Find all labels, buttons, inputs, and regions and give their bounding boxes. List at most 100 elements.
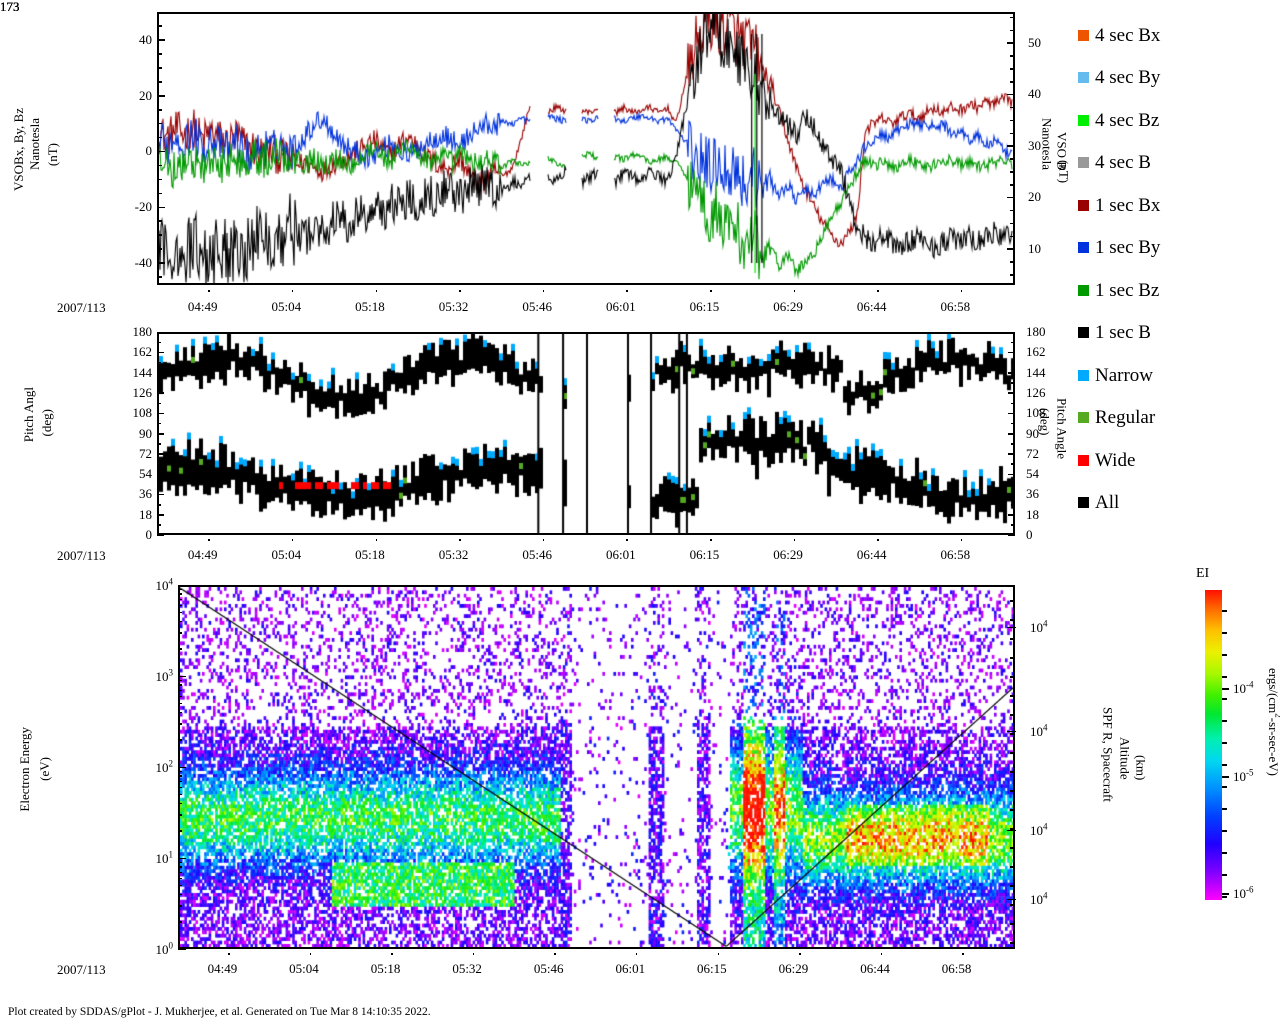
panel2-left-tick-label: 90 [139, 425, 152, 441]
panel3-right-axis-label-line2: Altitude [1117, 737, 1133, 780]
panel1-right-minor-tick [1010, 145, 1015, 147]
panel2-left-axis-units-text: (deg) [39, 409, 54, 437]
panel2-right-tick-mark [1008, 433, 1015, 435]
panel-magnetic-field [157, 12, 1015, 285]
panel3-right-axis-units-text: (km) [1133, 755, 1149, 781]
panel1-xtick-label: 06:29 [773, 299, 803, 314]
panel3-xtick-mark [880, 953, 883, 955]
legend-item-4-sec-b[interactable]: 4 sec B [1078, 142, 1268, 185]
legend-item-label: 1 sec B [1095, 322, 1151, 344]
panel1-left-tick-label: -40 [134, 254, 152, 270]
colorbar-tick-label: 10-6 [1233, 885, 1254, 902]
colorbar-minor-tick [1222, 896, 1227, 898]
panel3-right-minor-tick [1010, 771, 1015, 773]
panel1-left-minor-tick [157, 136, 162, 139]
panel1-left-axis-units: (nT) [45, 143, 60, 167]
panel2-xtick-label: 06:44 [856, 547, 887, 562]
panel3-left-minor-tick [178, 702, 182, 705]
panel3-left-minor-tick [178, 593, 182, 595]
legend-item-1-sec-bz[interactable]: 1 sec Bz [1078, 269, 1268, 312]
panel3-right-minor-tick [1010, 866, 1015, 868]
panel2-right-tick-label: 0 [1026, 527, 1033, 542]
panel1-left-tick-label: -20 [134, 199, 152, 214]
panel2-left-tick-label: 54 [139, 466, 152, 482]
legend-item-1-sec-by[interactable]: 1 sec By [1078, 227, 1268, 270]
panel2-left-tick-mark [157, 351, 164, 354]
panel-electron-spectrogram [178, 585, 1015, 949]
panel1-left-minor-tick [157, 81, 162, 83]
panel3-right-minor-tick [1010, 752, 1015, 754]
panel3-left-minor-tick [178, 921, 182, 923]
panel2-right-tick-label: 180 [1026, 324, 1046, 339]
panel3-xtick-mark [554, 953, 556, 955]
panel2-right-minor-tick [1011, 463, 1015, 465]
colorbar-minor-tick [1222, 852, 1227, 854]
panel2-xtick-label: 06:15 [689, 547, 720, 562]
panel1-left-minor-tick [157, 95, 162, 97]
panel2-right-minor-tick [1011, 483, 1015, 486]
legend-swatch-icon [1078, 114, 1089, 126]
panel2-right-tick-label: 162 [1026, 344, 1046, 360]
colorbar-minor-tick [1222, 764, 1227, 766]
panel1-right-minor-tick [1010, 42, 1015, 44]
panel1-xtick-label: 05:18 [355, 299, 385, 314]
legend-item-label: All [1095, 492, 1120, 514]
panel3-left-minor-tick [178, 604, 182, 607]
panel1-left-tick-label: 40 [139, 31, 152, 47]
panel3-left-minor-tick [178, 830, 182, 832]
legend-item-wide[interactable]: Wide [1078, 439, 1268, 482]
panel1-xtick-label: 05:46 [522, 299, 552, 314]
panel3-xtick-mark [962, 953, 964, 955]
panel1-right-axis-label-line2: Nanotesla [1039, 118, 1055, 170]
panel2-left-minor-tick [157, 402, 161, 405]
legend-item-4-sec-bx[interactable]: 4 sec Bx [1078, 14, 1268, 57]
panel2-right-axis-units-text: (deg) [1037, 408, 1053, 436]
panel1-right-minor-tick [1010, 55, 1015, 57]
panel3-left-minor-tick [178, 802, 182, 805]
legend-item-all[interactable]: All [1078, 482, 1268, 525]
legend-item-narrow[interactable]: Narrow [1078, 354, 1268, 397]
panel1-left-axis-units-text: (nT) [45, 143, 60, 167]
panel2-left-minor-tick [157, 382, 161, 384]
colorbar-title: EI [1196, 566, 1210, 581]
panel1-xtick-mark [459, 290, 461, 292]
legend-swatch-icon [1078, 454, 1089, 466]
colorbar-minor-tick [1222, 676, 1227, 678]
legend-item-1-sec-bx[interactable]: 1 sec Bx [1078, 184, 1268, 227]
panel2-xtick-mark [710, 539, 712, 541]
panel1-left-minor-tick [157, 262, 162, 264]
legend-item-1-sec-b[interactable]: 1 sec B [1078, 312, 1268, 355]
panel2-left-minor-tick [157, 361, 161, 364]
legend-swatch-icon [1078, 242, 1089, 254]
panel3-right-minor-tick [1010, 714, 1015, 716]
panel2-left-tick-mark [157, 412, 164, 415]
legend-item-4-sec-by[interactable]: 4 sec By [1078, 57, 1268, 100]
panel3-xtick-label: 05:18 [370, 961, 401, 976]
panel3-right-axis-label2: Altitude [1117, 737, 1133, 780]
panel2-xtick-mark [208, 539, 210, 541]
panel2-right-tick-mark [1008, 372, 1015, 374]
panel3-right-tick-mark [1007, 829, 1016, 831]
panel3-left-minor-tick [178, 695, 182, 698]
panel2-xtick-mark [793, 539, 796, 541]
panel2-right-minor-tick [1011, 504, 1015, 506]
panel3-left-tick-label: 104 [155, 577, 174, 594]
panel2-right-tick-label: 144 [1026, 364, 1046, 380]
panel2-left-minor-tick [157, 524, 161, 526]
panel3-left-minor-tick [178, 711, 182, 714]
electron-spectrogram-canvas [180, 587, 1013, 947]
panel1-right-tick-label: 30 [1028, 137, 1041, 153]
panel2-left-tick-mark [157, 514, 164, 516]
panel3-left-minor-tick [178, 866, 182, 868]
legend-item-4-sec-bz[interactable]: 4 sec Bz [1078, 99, 1268, 142]
panel2-left-tick-label: 18 [139, 506, 152, 522]
legend-item-regular[interactable]: Regular [1078, 397, 1268, 440]
panel3-right-tick-mark [1007, 626, 1016, 628]
colorbar-unit-label: ergs/(cm2-sr-sec-eV) [1266, 668, 1280, 776]
panel3-left-minor-tick [178, 775, 182, 777]
panel3-right-minor-tick [1010, 657, 1015, 659]
legend-swatch-icon [1078, 29, 1089, 41]
panel2-right-tick-label: 54 [1026, 466, 1039, 482]
legend-item-label: Wide [1095, 449, 1136, 471]
panel2-right-axis-label-text: Pitch Angle [1054, 398, 1070, 460]
